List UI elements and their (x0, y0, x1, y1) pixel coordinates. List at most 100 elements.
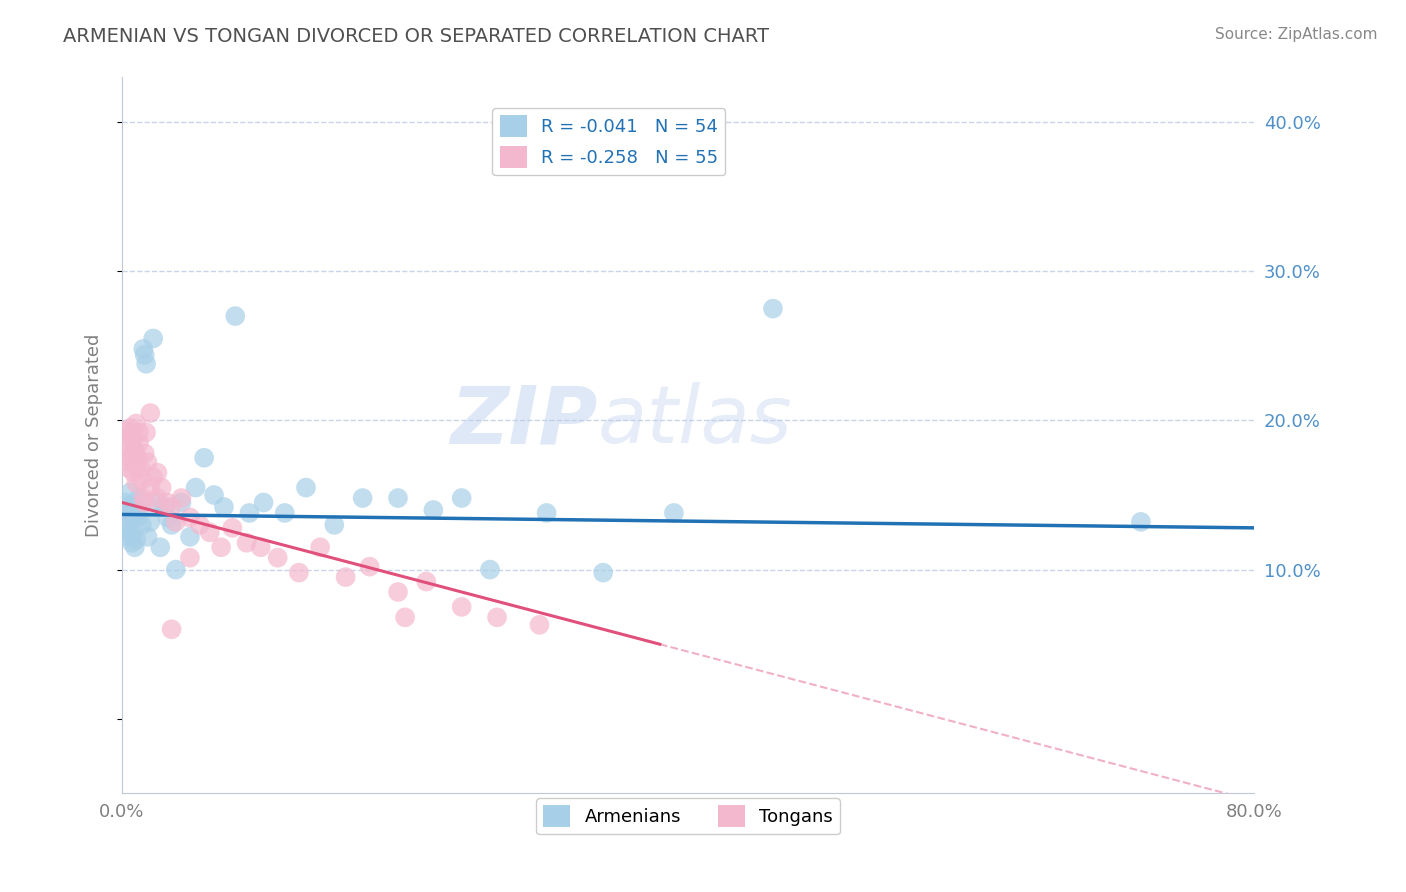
Point (125, 476, 148, 491)
Point (179, 530, 201, 544)
Point (118, 521, 141, 535)
Point (153, 500, 176, 514)
Point (132, 491, 155, 505)
Point (114, 424, 136, 438)
Point (209, 541, 232, 555)
Point (139, 406, 162, 420)
Point (149, 541, 172, 555)
Point (124, 541, 146, 555)
Point (184, 481, 207, 495)
Point (450, 491, 472, 505)
Point (122, 466, 145, 480)
Point (115, 454, 138, 468)
Point (125, 503, 148, 517)
Point (146, 491, 169, 505)
Point (198, 525, 221, 540)
Point (156, 495, 179, 509)
Point (415, 574, 437, 589)
Point (160, 500, 183, 514)
Point (120, 421, 142, 435)
Point (165, 515, 187, 529)
Point (131, 473, 153, 487)
Point (134, 446, 156, 460)
Point (179, 550, 201, 565)
Point (121, 535, 143, 549)
Point (179, 510, 201, 524)
Point (150, 481, 173, 495)
Text: ARMENIAN VS TONGAN DIVORCED OR SEPARATED CORRELATION CHART: ARMENIAN VS TONGAN DIVORCED OR SEPARATED… (63, 27, 769, 45)
Point (478, 563, 501, 577)
Point (122, 431, 145, 445)
Point (122, 500, 145, 514)
Text: ZIP: ZIP (450, 382, 598, 460)
Point (118, 435, 141, 450)
Point (122, 525, 145, 540)
Point (359, 559, 381, 574)
Point (387, 585, 409, 599)
Point (129, 500, 152, 514)
Point (160, 622, 183, 636)
Point (170, 491, 193, 505)
Point (118, 461, 141, 475)
Point (128, 425, 150, 440)
Point (394, 610, 416, 624)
Point (249, 541, 271, 555)
Point (224, 309, 246, 323)
Point (592, 566, 614, 580)
Point (1129, 515, 1152, 529)
Point (117, 530, 139, 544)
Point (165, 563, 187, 577)
Point (662, 506, 685, 520)
Point (309, 541, 332, 555)
Text: Source: ZipAtlas.com: Source: ZipAtlas.com (1215, 27, 1378, 42)
Point (486, 610, 509, 624)
Point (135, 357, 157, 371)
Point (422, 503, 444, 517)
Point (139, 515, 162, 529)
Point (127, 450, 149, 465)
Point (124, 508, 146, 522)
Point (121, 425, 143, 440)
Point (125, 417, 148, 431)
Point (132, 342, 155, 356)
Point (288, 566, 311, 580)
Point (352, 491, 374, 505)
Point (188, 517, 211, 532)
Point (120, 526, 142, 541)
Point (335, 570, 357, 584)
Point (120, 450, 142, 465)
Point (202, 488, 225, 502)
Point (124, 443, 146, 458)
Point (134, 495, 156, 509)
Point (762, 301, 785, 316)
Point (274, 506, 297, 520)
Point (121, 513, 143, 527)
Point (387, 491, 409, 505)
Point (127, 510, 149, 524)
Point (536, 506, 558, 520)
Point (193, 450, 215, 465)
Point (295, 481, 318, 495)
Point (139, 481, 162, 495)
Point (529, 617, 551, 632)
Point (122, 446, 145, 460)
Point (120, 485, 142, 500)
Point (235, 535, 257, 549)
Text: atlas: atlas (598, 382, 792, 460)
Legend: Armenians, Tongans: Armenians, Tongans (536, 798, 839, 834)
Point (323, 517, 346, 532)
Point (156, 510, 179, 524)
Point (136, 530, 159, 544)
Point (131, 517, 153, 532)
Point (160, 517, 183, 532)
Point (128, 491, 150, 505)
Point (221, 521, 243, 535)
Point (267, 550, 290, 565)
Point (170, 495, 193, 509)
Point (125, 533, 148, 547)
Point (238, 506, 260, 520)
Point (136, 455, 159, 469)
Point (135, 425, 157, 440)
Point (115, 506, 138, 520)
Point (146, 466, 169, 480)
